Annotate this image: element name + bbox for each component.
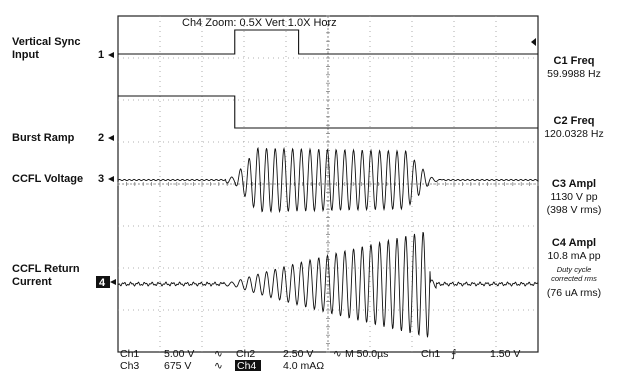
ch3-name: CCFL Voltage [12, 173, 83, 185]
trigger-slope-icon: ⨍ [451, 348, 457, 360]
c3-ampl-value: 1130 V pp [550, 191, 597, 203]
trace-group [117, 29, 539, 338]
c4-rms-value: (76 uA rms) [547, 287, 601, 299]
ch1-coupling-icon: ∿ [214, 348, 223, 360]
ch3-scale-value: 675 V [164, 360, 191, 371]
ch1-marker-arrow [108, 52, 114, 58]
ch2-coupling-icon: ∿ [333, 348, 342, 360]
ch2-name: Burst Ramp [12, 132, 75, 144]
ch1-scale-value: 5.00 V [164, 348, 194, 360]
ch4-marker-box [96, 276, 110, 288]
ch1-name-line2: Input [12, 49, 39, 61]
ch1-name: Vertical Sync [12, 36, 81, 48]
c4-note-line2: corrected rms [551, 274, 597, 283]
c1-freq-label: C1 Freq [554, 55, 595, 67]
ch3-marker: 3 [98, 173, 104, 185]
ch3-marker-arrow [108, 176, 114, 182]
trace-ch1-vertical-sync [118, 29, 538, 55]
c2-freq-label: C2 Freq [554, 115, 595, 127]
ch3-coupling-icon: ∿ [214, 360, 223, 371]
ch1-scale-label: Ch1 [120, 348, 139, 360]
ch4-scale-value: 4.0 mAΩ [283, 360, 324, 371]
ch4-scale-label: Ch4 [237, 360, 256, 371]
c4-ampl-label: C4 Ampl [552, 237, 596, 249]
zoom-header: Ch4 Zoom: 0.5X Vert 1.0X Horz [182, 17, 337, 29]
c1-freq-value: 59.9988 Hz [547, 68, 601, 80]
c2-freq-value: 120.0328 Hz [544, 128, 604, 140]
graticule-grid [117, 15, 539, 353]
trace-ch2-burst-ramp [118, 95, 538, 129]
ch4-marker: 4 [99, 277, 106, 289]
trigger-source: Ch1 [421, 348, 440, 360]
trigger-level-value: 1.50 V [490, 348, 520, 360]
c3-rms-value: (398 V rms) [547, 204, 602, 216]
ch4-name: CCFL Return [12, 263, 80, 275]
ch2-marker-arrow [108, 135, 114, 141]
c3-ampl-label: C3 Ampl [552, 178, 596, 190]
ch2-scale-value: 2.50 V [283, 348, 313, 360]
timebase-value: M 50.0µs [345, 348, 388, 360]
ch3-scale-label: Ch3 [120, 360, 139, 371]
c4-ampl-value: 10.8 mA pp [547, 250, 600, 262]
c4-note-line1: Duty cycle [557, 265, 592, 274]
ch4-marker-arrow [110, 279, 116, 285]
ch2-marker: 2 [98, 132, 104, 144]
ch2-scale-label: Ch2 [236, 348, 255, 360]
ch4-name-line2: Current [12, 276, 52, 288]
trigger-level-marker [531, 38, 536, 46]
ch1-marker: 1 [98, 49, 104, 61]
trace-ch4-ccfl-current [117, 231, 539, 338]
trace-ch3-ccfl-voltage [117, 146, 538, 214]
ch4-label-highlight [235, 360, 261, 371]
